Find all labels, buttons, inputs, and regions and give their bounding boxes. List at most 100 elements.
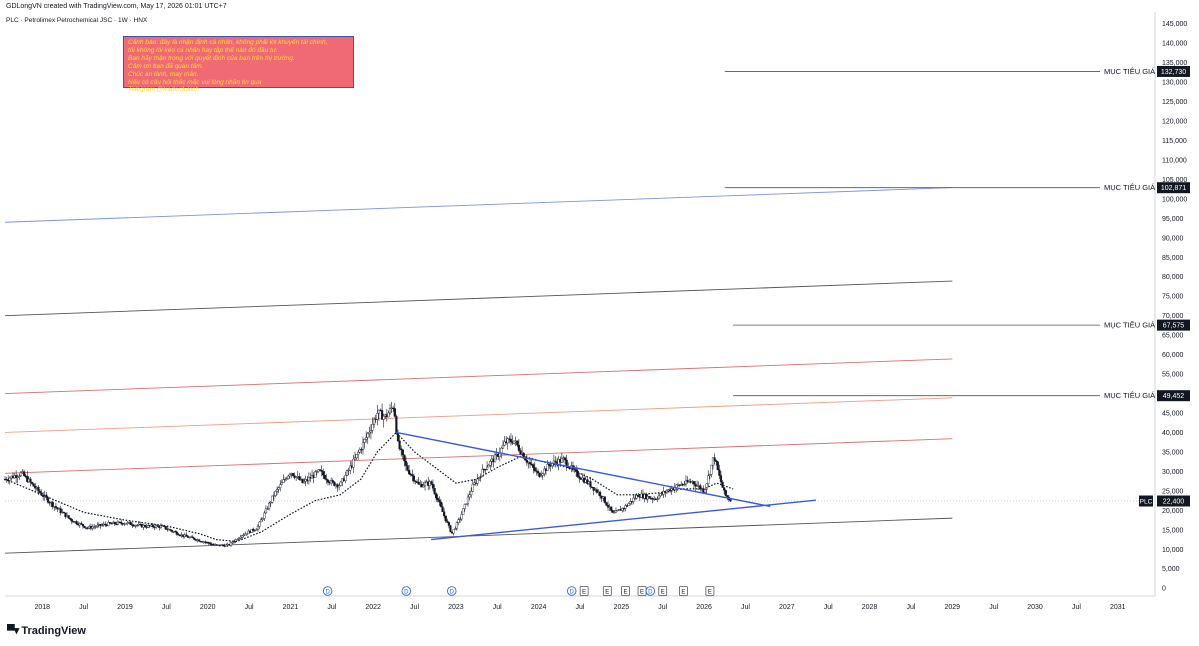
candle-body[interactable] [408, 470, 411, 475]
candle-body[interactable] [560, 458, 563, 463]
candle-body[interactable] [285, 478, 288, 480]
candle-body[interactable] [303, 481, 306, 484]
candle-body[interactable] [67, 515, 70, 519]
channel-line[interactable] [4, 358, 953, 394]
candle-body[interactable] [177, 534, 180, 536]
candle-body[interactable] [493, 454, 497, 463]
candle-body[interactable] [656, 498, 659, 500]
channel-line[interactable] [4, 517, 953, 554]
candle-body[interactable] [541, 473, 544, 476]
candle-body[interactable] [716, 461, 719, 470]
candle-body[interactable] [287, 475, 290, 479]
candle-body[interactable] [509, 439, 513, 443]
candle-body[interactable] [30, 482, 34, 484]
candle-body[interactable] [207, 541, 210, 544]
candle-body[interactable] [578, 476, 581, 479]
candle-body[interactable] [563, 457, 567, 461]
candle-body[interactable] [373, 418, 376, 425]
candle-body[interactable] [411, 474, 414, 477]
candle-body[interactable] [263, 512, 266, 519]
candle-body[interactable] [648, 496, 651, 499]
candle-body[interactable] [280, 482, 283, 485]
candle-body[interactable] [393, 408, 396, 417]
candle-body[interactable] [357, 452, 360, 455]
candle-body[interactable] [231, 542, 234, 544]
candle-body[interactable] [191, 536, 194, 539]
candle-body[interactable] [81, 523, 85, 527]
candle-body[interactable] [274, 491, 277, 496]
candle-body[interactable] [159, 525, 163, 528]
candle-body[interactable] [131, 524, 134, 526]
candle-body[interactable] [703, 489, 707, 493]
candle-body[interactable] [723, 487, 726, 491]
disclaimer-note[interactable]: Cảnh báo: đây là nhận định cá nhân, khôn… [123, 36, 354, 93]
candle-body[interactable] [705, 483, 708, 490]
candle-body[interactable] [438, 499, 441, 503]
trendline-ascending[interactable] [431, 499, 816, 541]
candle-body[interactable] [516, 440, 519, 446]
candle-body[interactable] [236, 539, 239, 541]
candle-body[interactable] [711, 457, 715, 466]
candle-body[interactable] [75, 521, 78, 525]
candle-body[interactable] [338, 485, 341, 488]
candle-body[interactable] [686, 480, 689, 483]
candle-body[interactable] [485, 466, 489, 470]
candle-body[interactable] [307, 477, 310, 481]
candle-body[interactable] [252, 528, 255, 531]
candle-body[interactable] [447, 522, 450, 526]
candle-body[interactable] [169, 529, 172, 531]
candle-body[interactable] [598, 491, 602, 497]
candle-body[interactable] [400, 448, 403, 451]
candle-body[interactable] [441, 506, 444, 513]
candle-body[interactable] [242, 534, 245, 537]
candle-body[interactable] [269, 502, 272, 504]
candle-body[interactable] [124, 523, 128, 525]
candle-body[interactable] [460, 514, 463, 520]
candle-body[interactable] [288, 474, 291, 477]
candle-body[interactable] [320, 470, 323, 472]
candle-body[interactable] [611, 510, 614, 513]
candle-body[interactable] [355, 453, 358, 458]
dividend-marker[interactable] [566, 586, 577, 596]
candle-body[interactable] [573, 468, 576, 470]
candle-body[interactable] [401, 449, 404, 456]
candle-body[interactable] [314, 471, 317, 478]
candle-body[interactable] [198, 539, 201, 542]
candle-body[interactable] [318, 469, 322, 471]
candle-body[interactable] [605, 502, 608, 506]
candle-body[interactable] [271, 495, 274, 503]
candle-body[interactable] [657, 495, 661, 499]
candle-body[interactable] [538, 472, 541, 478]
candle-body[interactable] [471, 484, 474, 492]
candle-body[interactable] [463, 504, 466, 509]
earnings-marker[interactable] [658, 586, 668, 596]
candle-body[interactable] [277, 487, 280, 490]
candle-body[interactable] [576, 470, 579, 477]
candle-body[interactable] [331, 480, 334, 483]
candle-body[interactable] [423, 482, 427, 486]
moving-average-line[interactable] [4, 431, 734, 543]
candle-body[interactable] [353, 457, 357, 460]
candle-body[interactable] [546, 464, 549, 471]
candle-body[interactable] [707, 475, 710, 484]
candle-body[interactable] [603, 496, 606, 503]
candle-body[interactable] [83, 525, 86, 528]
candle-body[interactable] [632, 497, 635, 502]
candle-body[interactable] [726, 495, 729, 498]
candle-body[interactable] [692, 481, 696, 485]
candle-body[interactable] [462, 508, 465, 515]
candle-body[interactable] [629, 501, 632, 504]
candle-body[interactable] [264, 508, 268, 514]
candle-body[interactable] [333, 481, 336, 486]
candle-body[interactable] [371, 424, 374, 431]
candle-body[interactable] [260, 519, 263, 523]
candle-body[interactable] [406, 465, 409, 471]
candle-body[interactable] [439, 501, 443, 507]
candle-body[interactable] [433, 488, 436, 494]
candle-body[interactable] [104, 523, 107, 526]
candle-body[interactable] [721, 481, 724, 488]
candle-body[interactable] [261, 518, 264, 520]
candle-body[interactable] [62, 511, 65, 514]
candle-body[interactable] [718, 469, 721, 476]
